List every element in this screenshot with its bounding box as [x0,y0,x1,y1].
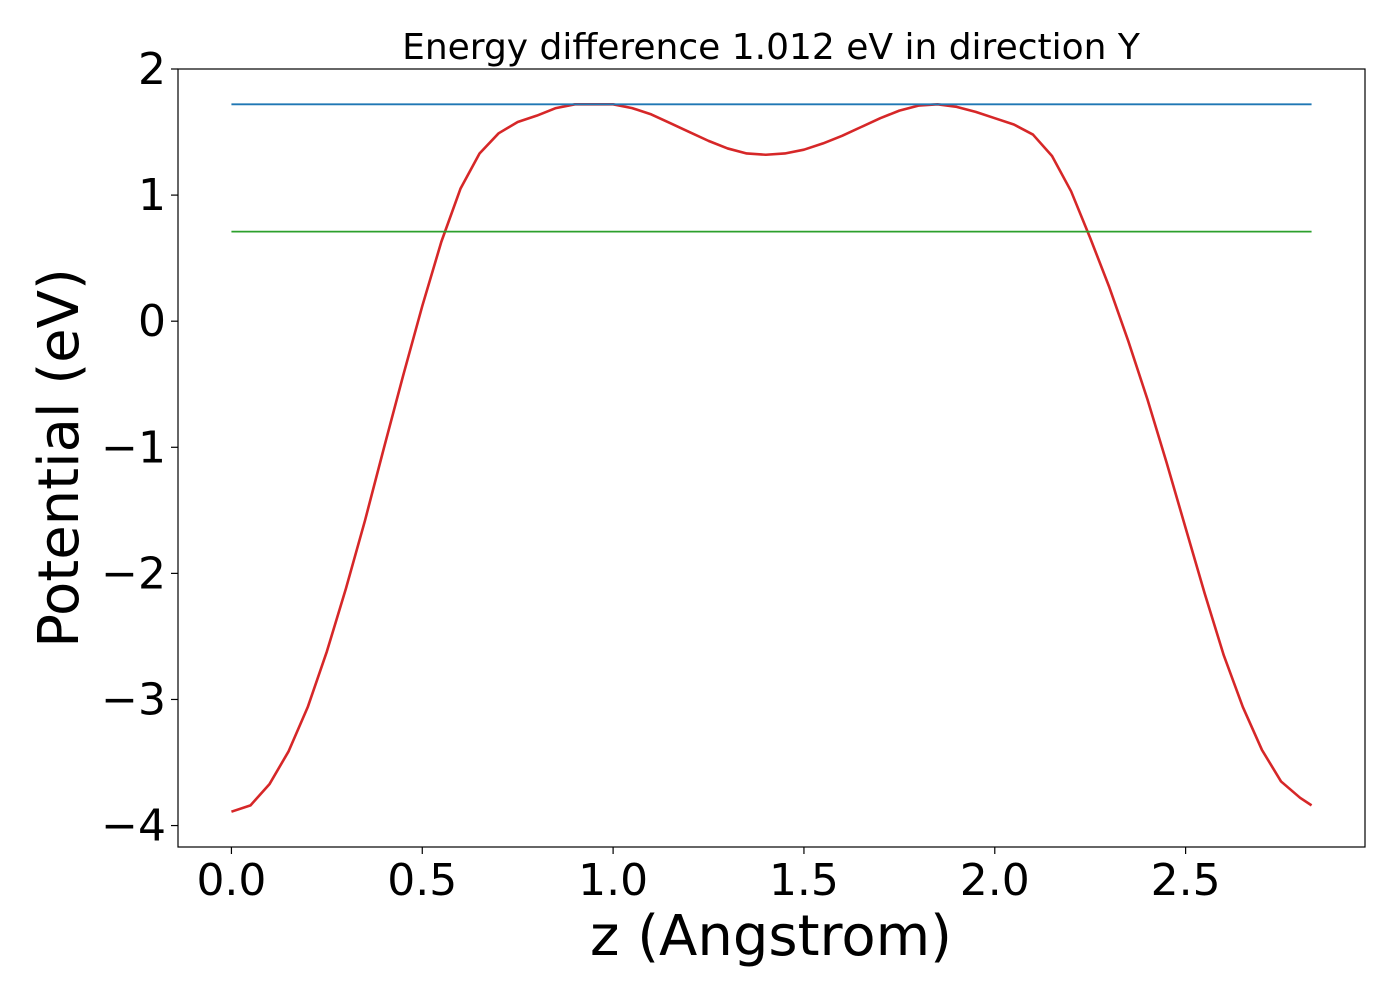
y-axis-ticks: 2 1 0 −1 −2 −3 −4 [101,44,178,852]
x-tick-label: 1.0 [578,855,648,906]
chart-title: Energy difference 1.012 eV in direction … [402,27,1141,68]
x-axis-label: z (Angstrom) [590,904,952,969]
y-tick-label: 0 [138,296,166,347]
y-tick-label: −1 [101,422,166,473]
y-tick-label: −2 [101,548,166,599]
x-tick-label: 0.5 [387,855,457,906]
y-tick-label: −3 [101,674,166,725]
x-tick-label: 0.0 [196,855,266,906]
x-tick-label: 2.5 [1151,855,1221,906]
series-layer [231,103,1313,813]
x-tick-label: 1.5 [769,855,839,906]
y-tick-label: −4 [101,801,166,852]
y-axis-label: Potential (eV) [27,268,92,648]
x-tick-label: 2.0 [960,855,1030,906]
y-tick-label: 1 [138,170,166,221]
series-line-0 [231,103,1313,813]
x-axis-ticks: 0.0 0.5 1.0 1.5 2.0 2.5 [196,847,1221,906]
plot-frame [177,68,1366,848]
y-tick-label: 2 [138,44,166,95]
